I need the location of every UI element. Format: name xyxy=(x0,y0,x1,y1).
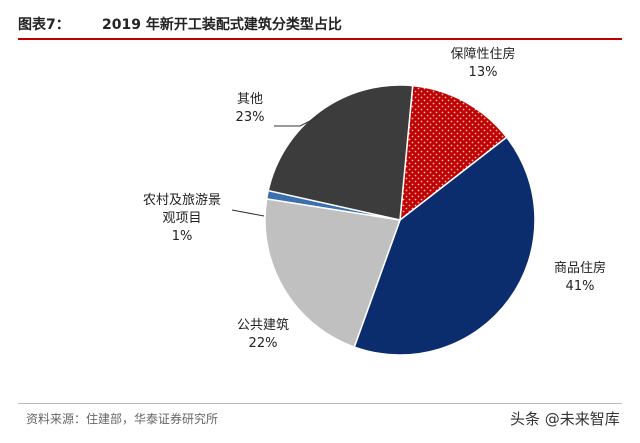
leader-line-3 xyxy=(231,209,265,217)
slice-category-label: 保障性住房 xyxy=(450,46,515,62)
chart-title: 2019 年新开工装配式建筑分类型占比 xyxy=(102,17,342,33)
pie-slice-0 xyxy=(399,84,508,222)
footer-divider xyxy=(18,403,622,404)
watermark: 头条 @未来智库 xyxy=(510,410,620,428)
leader-line-4 xyxy=(274,115,321,127)
slice-value-label: 1% xyxy=(172,229,193,244)
leader-lines xyxy=(231,115,321,217)
title-bar: 图表7： 2019 年新开工装配式建筑分类型占比 xyxy=(18,12,622,40)
pie-slices xyxy=(264,84,536,356)
slice-value-label: 13% xyxy=(469,65,498,80)
slice-category-label: 其他 xyxy=(237,92,263,107)
pie-slice-1 xyxy=(353,136,536,356)
source-note: 资料来源：住建部，华泰证券研究所 xyxy=(26,412,219,426)
slice-value-label: 22% xyxy=(249,336,278,351)
slice-value-label: 41% xyxy=(566,279,595,294)
slice-label-0: 保障性住房 13% xyxy=(450,46,515,80)
slice-label-1: 商品住房 41% xyxy=(554,260,606,294)
slice-category-label: 观项目 xyxy=(162,211,201,226)
slice-label-3: 农村及旅游景观项目 1% xyxy=(143,193,221,244)
figure-number: 图表7： xyxy=(18,17,70,33)
slice-category-label: 农村及旅游景 xyxy=(143,193,221,208)
slice-category-label: 商品住房 xyxy=(554,260,606,276)
pie-slice-4 xyxy=(267,84,414,221)
slice-value-label: 23% xyxy=(236,110,265,125)
slice-category-label: 公共建筑 xyxy=(237,317,289,333)
slice-label-2: 公共建筑 22% xyxy=(237,317,289,351)
pie-slice-2 xyxy=(264,198,402,348)
slice-label-4: 其他 23% xyxy=(236,92,265,125)
slice-labels: 保障性住房 13% 商品住房 41% 公共建筑 22% 农村及旅游景观项目 1% 其他 23% xyxy=(143,46,606,351)
